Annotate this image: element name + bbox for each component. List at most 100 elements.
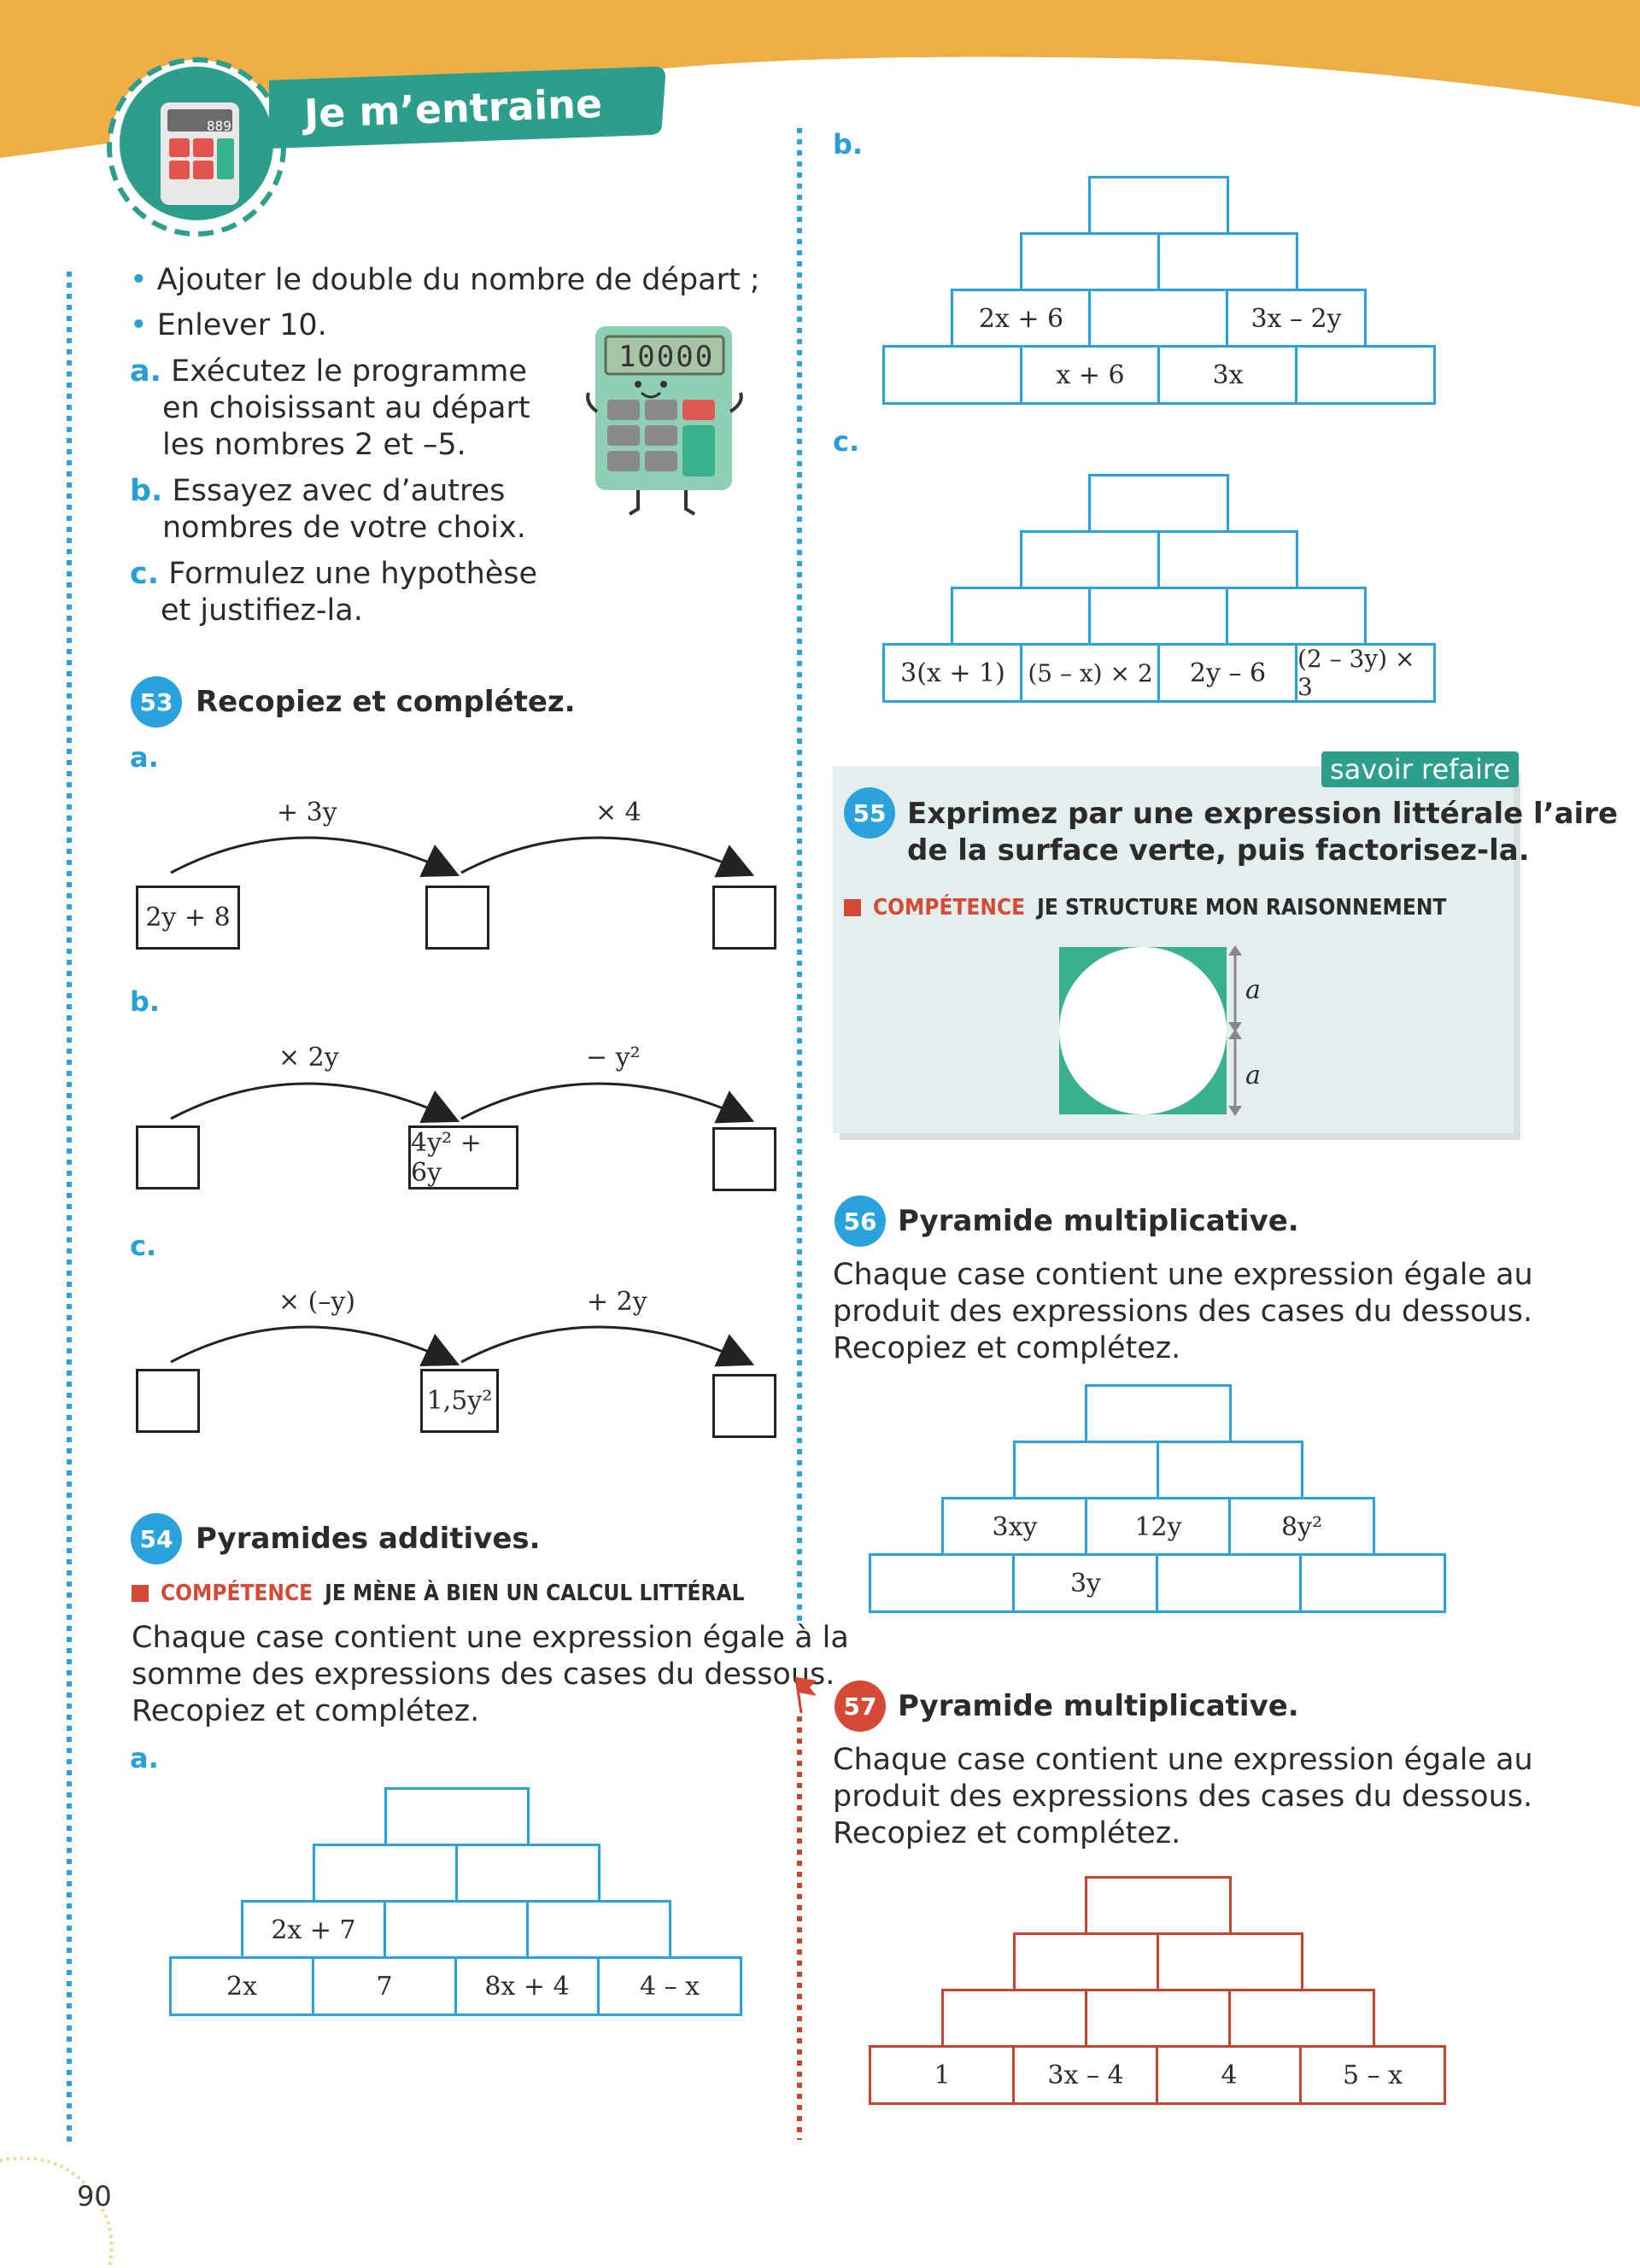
- pyramid-54c-cell[interactable]: [1088, 587, 1229, 646]
- pyramid-57-cell[interactable]: [941, 1989, 1088, 2049]
- pyramid-54b-cell[interactable]: [1088, 289, 1229, 348]
- exercise-57-badge: 57: [835, 1681, 886, 1732]
- exercise-53a-start-box: 2y + 8: [136, 886, 240, 950]
- exercise-54-line1: Chaque case contient une expression égal…: [132, 1621, 849, 1655]
- question-a-line3: les nombres 2 et –5.: [162, 428, 466, 462]
- pyramid-54a-cell[interactable]: [384, 1900, 529, 1960]
- pyramid-56-cell: 3xy: [941, 1497, 1088, 1557]
- exercise-53-badge: 53: [131, 676, 182, 728]
- pyramid-54a-cell: 7: [312, 1956, 457, 2016]
- pyramid-54b-cell: 3x: [1157, 345, 1298, 405]
- program-step-2: • Enlever 10.: [130, 308, 327, 342]
- pyramid-56-cell: 3y: [1012, 1553, 1159, 1613]
- exercise-53a-end-box[interactable]: [712, 886, 776, 950]
- pyramid-54b-cell[interactable]: [882, 345, 1023, 405]
- exercise-57-line1: Chaque case contient une expression égal…: [833, 1743, 1533, 1777]
- pyramid-57-cell: 3x – 4: [1012, 2045, 1159, 2105]
- exercise-53c-middle-box: 1,5y²: [420, 1369, 499, 1433]
- middle-dotted-rule-red: [797, 1716, 802, 2140]
- question-c: c. Formulez une hypothèse: [130, 557, 538, 591]
- pyramid-56-cell: 8y²: [1228, 1497, 1375, 1557]
- question-b: b. Essayez avec d’autres: [130, 474, 506, 508]
- exercise-53a-middle-box[interactable]: [425, 886, 489, 950]
- pyramid-56-cell[interactable]: [1085, 1384, 1232, 1444]
- pyramid-54c-cell: 3(x + 1): [882, 643, 1023, 703]
- pyramid-54b-cell[interactable]: [1157, 232, 1298, 292]
- calculator-screen-text: 10000: [618, 340, 715, 374]
- exercise-53b-op1: × 2y: [278, 1043, 339, 1073]
- exercise-57-line2: produit des expressions des cases du des…: [833, 1780, 1533, 1814]
- exercise-56-pyramid: 3xy 12y 8y² 3y: [869, 1384, 1446, 1615]
- header-badge: [107, 57, 286, 237]
- exercise-54c-label: c.: [833, 425, 860, 458]
- pyramid-56-cell: 12y: [1085, 1497, 1232, 1557]
- pyramid-57-cell[interactable]: [1157, 1932, 1303, 1992]
- pyramid-54a-cell[interactable]: [313, 1844, 458, 1903]
- exercise-53b-end-box[interactable]: [712, 1127, 776, 1191]
- pyramid-54c-cell[interactable]: [1088, 474, 1229, 534]
- pyramid-54b-cell: x + 6: [1020, 345, 1161, 405]
- middle-dotted-rule-blue: [797, 128, 802, 1621]
- exercise-54b-pyramid: 2x + 6 3x – 2y x + 6 3x: [882, 176, 1436, 406]
- exercise-53c-start-box[interactable]: [136, 1369, 200, 1433]
- pyramid-54c-cell: 2y – 6: [1157, 643, 1298, 703]
- header-calc-display: 889: [207, 118, 231, 134]
- calculator-character-illustration: [586, 326, 743, 516]
- question-c-line2: et justifiez-la.: [161, 593, 363, 628]
- pyramid-54b-cell[interactable]: [1295, 345, 1436, 405]
- question-a-line2: en choisissant au départ: [162, 391, 530, 425]
- pyramid-54a-cell[interactable]: [384, 1787, 530, 1847]
- exercise-53c-op2: + 2y: [587, 1287, 647, 1317]
- exercise-53c-op1: × (–y): [278, 1287, 356, 1317]
- exercise-54b-label: b.: [833, 128, 864, 161]
- exercise-53c-label: c.: [130, 1230, 157, 1262]
- exercise-53c-end-box[interactable]: [712, 1374, 776, 1438]
- pyramid-56-cell[interactable]: [1013, 1441, 1160, 1500]
- exercise-55-dim-bottom: a: [1245, 1061, 1261, 1090]
- exercise-53b-start-box[interactable]: [136, 1125, 200, 1190]
- exercise-54-badge: 54: [131, 1513, 182, 1564]
- exercise-55-dim-top: a: [1245, 975, 1261, 1005]
- exercise-53a-op1: + 3y: [277, 798, 337, 827]
- pyramid-54a-cell: 2x: [169, 1956, 314, 2016]
- header-banner: [0, 0, 1640, 158]
- pyramid-54a-cell[interactable]: [455, 1844, 600, 1903]
- exercise-55-figure: [1059, 945, 1242, 1116]
- exercise-54c-pyramid: 3(x + 1) (5 – x) × 2 2y – 6 (2 – 3y) × 3: [882, 474, 1436, 704]
- pyramid-54c-cell[interactable]: [1020, 530, 1161, 590]
- pyramid-57-cell[interactable]: [1228, 1989, 1375, 2049]
- title-ribbon: [269, 67, 665, 149]
- pyramid-56-cell[interactable]: [1299, 1553, 1446, 1613]
- exercise-56-title: Pyramide multiplicative.: [898, 1204, 1299, 1238]
- pyramid-54a-cell: 8x + 4: [454, 1956, 600, 2016]
- pyramid-57-cell[interactable]: [1085, 1989, 1232, 2049]
- exercise-56-badge: 56: [835, 1195, 886, 1247]
- pyramid-54b-cell[interactable]: [1088, 176, 1229, 236]
- pyramid-54a-cell: 4 – x: [597, 1956, 742, 2016]
- exercise-55-tag: savoir refaire: [1321, 751, 1520, 787]
- exercise-56-line3: Recopiez et complétez.: [833, 1331, 1181, 1365]
- pyramid-54c-cell[interactable]: [1157, 530, 1298, 590]
- exercise-54-competence: COMPÉTENCE JE MÈNE À BIEN UN CALCUL LITTÉ…: [132, 1581, 745, 1606]
- exercise-55-title-line1: Exprimez par une expression littérale l’…: [907, 797, 1619, 831]
- pyramid-54a-cell[interactable]: [526, 1900, 671, 1960]
- exercise-55-title-line2: de la surface verte, puis factorisez-la.: [907, 833, 1530, 868]
- pyramid-54c-cell[interactable]: [1226, 587, 1367, 646]
- exercise-56-line2: produit des expressions des cases du des…: [833, 1295, 1533, 1329]
- pyramid-56-cell[interactable]: [1156, 1553, 1303, 1613]
- exercise-54-line2: somme des expressions des cases du desso…: [132, 1657, 835, 1692]
- exercise-53a-label: a.: [130, 741, 159, 774]
- pyramid-57-cell[interactable]: [1013, 1932, 1160, 1992]
- exercise-53b-op2: − y²: [586, 1043, 641, 1073]
- pyramid-56-cell[interactable]: [1157, 1441, 1303, 1500]
- pyramid-57-cell: 4: [1156, 2045, 1303, 2105]
- exercise-54a-label: a.: [130, 1742, 159, 1774]
- pyramid-54b-cell[interactable]: [1020, 232, 1161, 292]
- exercise-57-line3: Recopiez et complétez.: [833, 1816, 1181, 1850]
- pyramid-56-cell[interactable]: [869, 1553, 1016, 1613]
- pyramid-54c-cell[interactable]: [951, 587, 1092, 646]
- pyramid-54c-cell: (2 – 3y) × 3: [1295, 643, 1436, 703]
- left-dotted-rule: [67, 272, 72, 2143]
- exercise-54-title: Pyramides additives.: [196, 1522, 541, 1556]
- pyramid-57-cell[interactable]: [1085, 1876, 1232, 1936]
